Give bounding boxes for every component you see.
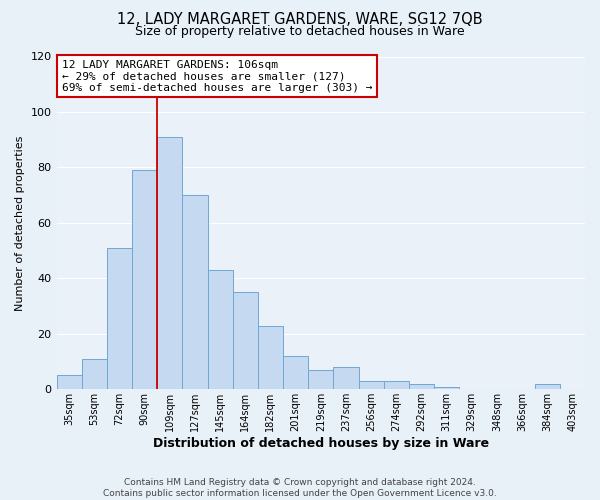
Text: 12 LADY MARGARET GARDENS: 106sqm
← 29% of detached houses are smaller (127)
69% : 12 LADY MARGARET GARDENS: 106sqm ← 29% o… [62, 60, 373, 93]
Bar [82, 359, 107, 390]
Bar [132, 170, 157, 390]
Bar [434, 386, 459, 390]
Bar [233, 292, 258, 390]
Bar [56, 376, 82, 390]
Text: Size of property relative to detached houses in Ware: Size of property relative to detached ho… [135, 25, 465, 38]
Bar [409, 384, 434, 390]
Bar [107, 248, 132, 390]
Text: Contains HM Land Registry data © Crown copyright and database right 2024.
Contai: Contains HM Land Registry data © Crown c… [103, 478, 497, 498]
Bar [258, 326, 283, 390]
Bar [334, 367, 359, 390]
Bar [208, 270, 233, 390]
X-axis label: Distribution of detached houses by size in Ware: Distribution of detached houses by size … [153, 437, 489, 450]
Bar [283, 356, 308, 390]
Bar [182, 195, 208, 390]
Bar [383, 381, 409, 390]
Bar [535, 384, 560, 390]
Bar [308, 370, 334, 390]
Text: 12, LADY MARGARET GARDENS, WARE, SG12 7QB: 12, LADY MARGARET GARDENS, WARE, SG12 7Q… [117, 12, 483, 28]
Y-axis label: Number of detached properties: Number of detached properties [15, 135, 25, 310]
Bar [359, 381, 383, 390]
Bar [157, 137, 182, 390]
